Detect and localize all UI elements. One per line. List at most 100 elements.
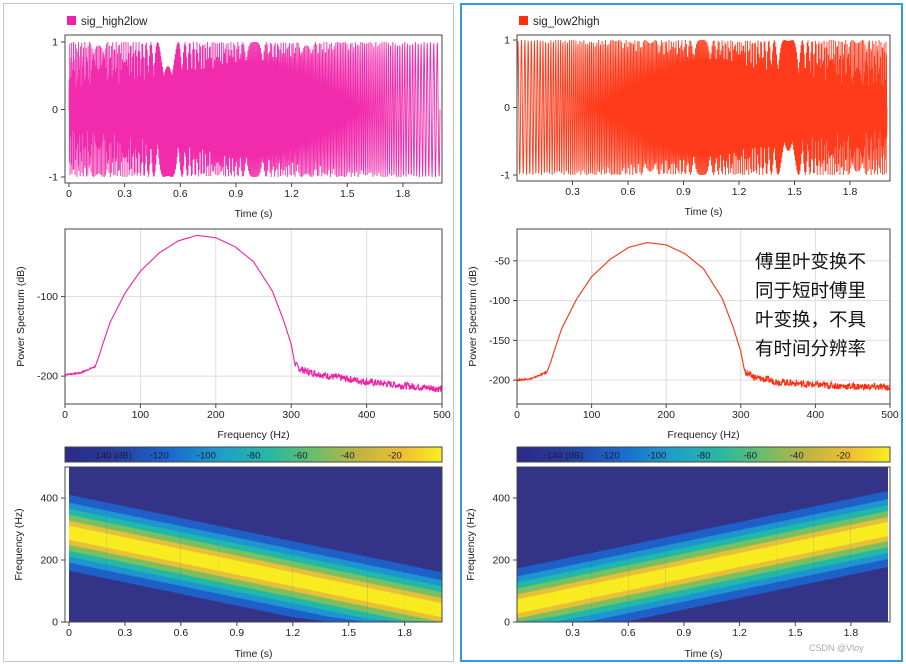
right-spectrum-xtick-label: 400 [807, 409, 825, 421]
left-time-signal-line [68, 41, 441, 178]
left-spectrogram-ytick-label: 400 [40, 493, 58, 505]
right-spectrogram-xtick-label: 0.3 [565, 627, 580, 639]
right-time-ytick-label: 0 [504, 102, 510, 114]
left-spectrogram-band-segment [330, 580, 368, 602]
left-spectrogram-xtick-label: 1.2 [285, 627, 300, 639]
left-time-xtick-label: 0.6 [173, 188, 188, 200]
left-spectrum-xtick-label: 100 [132, 409, 150, 421]
left-colorbar-tick-label: -60 [294, 451, 308, 462]
right-time-signal-line [516, 39, 888, 176]
left-spectrum-ytick-label: -100 [37, 291, 58, 303]
left-spectrogram-band-segment [143, 541, 181, 563]
right-spectrogram-band-segment [554, 584, 592, 606]
left-spectrogram-xtick-label: 0.3 [118, 627, 133, 639]
right-time-signal-chart: sig_low2high 1 0 -1 0.3 0.6 0.9 1.2 1.5 1.8 Time (… [501, 16, 890, 218]
left-colorbar-tick-label: -80 [247, 451, 261, 462]
right-power-spectrum-chart: -50 -100 -150 -200 0 100 200 300 400 500 Frequency… [467, 229, 899, 441]
watermark: CSDN @Vloy [809, 643, 864, 653]
right-spectrum-xtick-label: 0 [514, 409, 520, 421]
left-time-signal-chart: sig_high2low 1 0 -1 0 0.3 0.6 0.9 1.2 1.5 1.8 Time … [49, 16, 442, 220]
left-spectrum-xtick-label: 300 [282, 409, 300, 421]
left-spectrogram-band-segment [255, 564, 293, 587]
right-spectrum-ytick-label: -100 [489, 295, 510, 307]
right-spectrum-ytick-label: -150 [489, 335, 510, 347]
left-legend-swatch [67, 16, 76, 25]
left-time-ytick-label: 0 [52, 104, 58, 116]
left-colorbar-tick-label: -20 [388, 451, 402, 462]
left-spectrogram-band-segment [69, 525, 107, 548]
right-time-xtick-label: 0.9 [676, 186, 691, 198]
right-spectrum-xtick-label: 200 [657, 409, 675, 421]
left-spectrogram-ytick-label: 0 [52, 617, 58, 629]
left-time-ytick-label: 1 [52, 37, 58, 49]
right-time-signal-frame [516, 34, 891, 182]
left-spectrum-ylabel: Power Spectrum (dB) [15, 266, 27, 366]
right-spectrogram-band-segment [702, 553, 740, 575]
left-spectrogram-xtick-label: 0.9 [230, 627, 245, 639]
left-time-xtick-label: 0.9 [229, 188, 244, 200]
right-spectrogram-xtick-label: 1.5 [788, 627, 803, 639]
right-time-xtick-label: 1.8 [843, 186, 858, 198]
left-panel-charts: sig_high2low 1 0 -1 0 0.3 0.6 0.9 1.2 1.5 1.8 Time … [13, 16, 451, 660]
right-spectrum-ytick-label: -200 [489, 375, 510, 387]
right-colorbar-tick-label: -140 (dB) [544, 451, 584, 462]
right-spectrum-ylabel: Power Spectrum (dB) [467, 266, 479, 366]
right-spectrogram-xtick-label: 1.2 [732, 627, 747, 639]
left-spectrum-line [64, 234, 443, 393]
right-spectrogram-ytick-label: 0 [504, 617, 510, 629]
left-spectrum-xlabel: Frequency (Hz) [217, 429, 289, 441]
right-legend-label: sig_low2high [533, 16, 600, 28]
left-time-signal-frame [64, 34, 443, 184]
left-spectrum-ytick-label: -200 [37, 371, 58, 383]
left-spectrogram-xtick-label: 0 [66, 627, 72, 639]
right-spectrogram-band-segment [517, 591, 555, 614]
right-spectrogram-ytick-label: 200 [492, 555, 510, 567]
left-colorbar [64, 446, 443, 463]
left-spectrogram-ytick-label: 200 [40, 555, 58, 567]
left-legend-label: sig_high2low [81, 16, 148, 28]
right-colorbar-tick-label: -100 [647, 451, 666, 462]
left-time-xlabel: Time (s) [234, 208, 272, 220]
right-panel-charts: sig_low2high 1 0 -1 0.3 0.6 0.9 1.2 1.5 1.8 Time (… [465, 16, 899, 660]
left-spectrogram-band-segment [180, 549, 219, 571]
right-time-xtick-label: 0.6 [621, 186, 636, 198]
right-spectrogram-band-segment [591, 576, 629, 598]
right-spectrogram-ylabel: Frequency (Hz) [465, 508, 477, 580]
annotation-text: 傅里叶变换不 同于短时傅里 叶变换，不具 有时间分辨率 [755, 252, 867, 360]
left-time-xtick-label: 1.2 [284, 188, 299, 200]
left-spectrum-plot-area [65, 229, 442, 404]
right-spectrum-frame [516, 228, 891, 405]
left-time-ytick-label: -1 [49, 172, 58, 184]
right-spectrogram-chart: -140 (dB) -120 -100 -80 -60 -40 -20 400 200 0 0.3 0… [465, 446, 891, 660]
right-colorbar-tick-label: -20 [837, 451, 851, 462]
left-spectrum-xtick-label: 0 [62, 409, 68, 421]
left-colorbar-tick-label: -40 [341, 451, 355, 462]
right-spectrum-plot-area [517, 229, 890, 404]
right-spectrum-ytick-label: -50 [495, 255, 510, 267]
left-spectrogram-band-segment [292, 572, 331, 594]
right-spectrogram-xtick-label: 0.6 [621, 627, 636, 639]
left-spectrogram-xlabel: Time (s) [234, 648, 272, 660]
left-spectrogram-xtick-label: 1.5 [341, 627, 356, 639]
right-spectrum-xtick-label: 500 [881, 409, 899, 421]
left-spectrogram-band-segment [218, 556, 256, 579]
right-spectrogram-band-segment [665, 560, 703, 583]
right-spectrogram-frame [516, 466, 891, 623]
right-colorbar-tick-label: -120 [601, 451, 620, 462]
right-spectrum-xlabel: Frequency (Hz) [667, 429, 739, 441]
left-spectrogram-band-segment [367, 587, 405, 610]
right-colorbar-tick-label: -60 [743, 451, 757, 462]
right-spectrogram-xlabel: Time (s) [684, 648, 722, 660]
left-spectrogram-band-segment [106, 533, 144, 556]
left-spectrogram-ylabel: Frequency (Hz) [13, 508, 25, 580]
left-time-xtick-label: 1.8 [396, 188, 411, 200]
left-time-xtick-label: 0.3 [117, 188, 132, 200]
left-spectrogram-band-segment [404, 595, 442, 618]
right-spectrum-xtick-label: 300 [732, 409, 750, 421]
left-time-xtick-label: 0 [66, 188, 72, 200]
left-power-spectrum-chart: -100 -200 0 100 200 300 400 500 Frequency (Hz) Po… [15, 229, 451, 441]
left-spectrum-xtick-label: 200 [207, 409, 225, 421]
right-time-xlabel: Time (s) [684, 206, 722, 218]
right-spectrogram-xtick-label: 0.9 [677, 627, 692, 639]
left-colorbar-tick-label: -140 (dB) [92, 451, 132, 462]
